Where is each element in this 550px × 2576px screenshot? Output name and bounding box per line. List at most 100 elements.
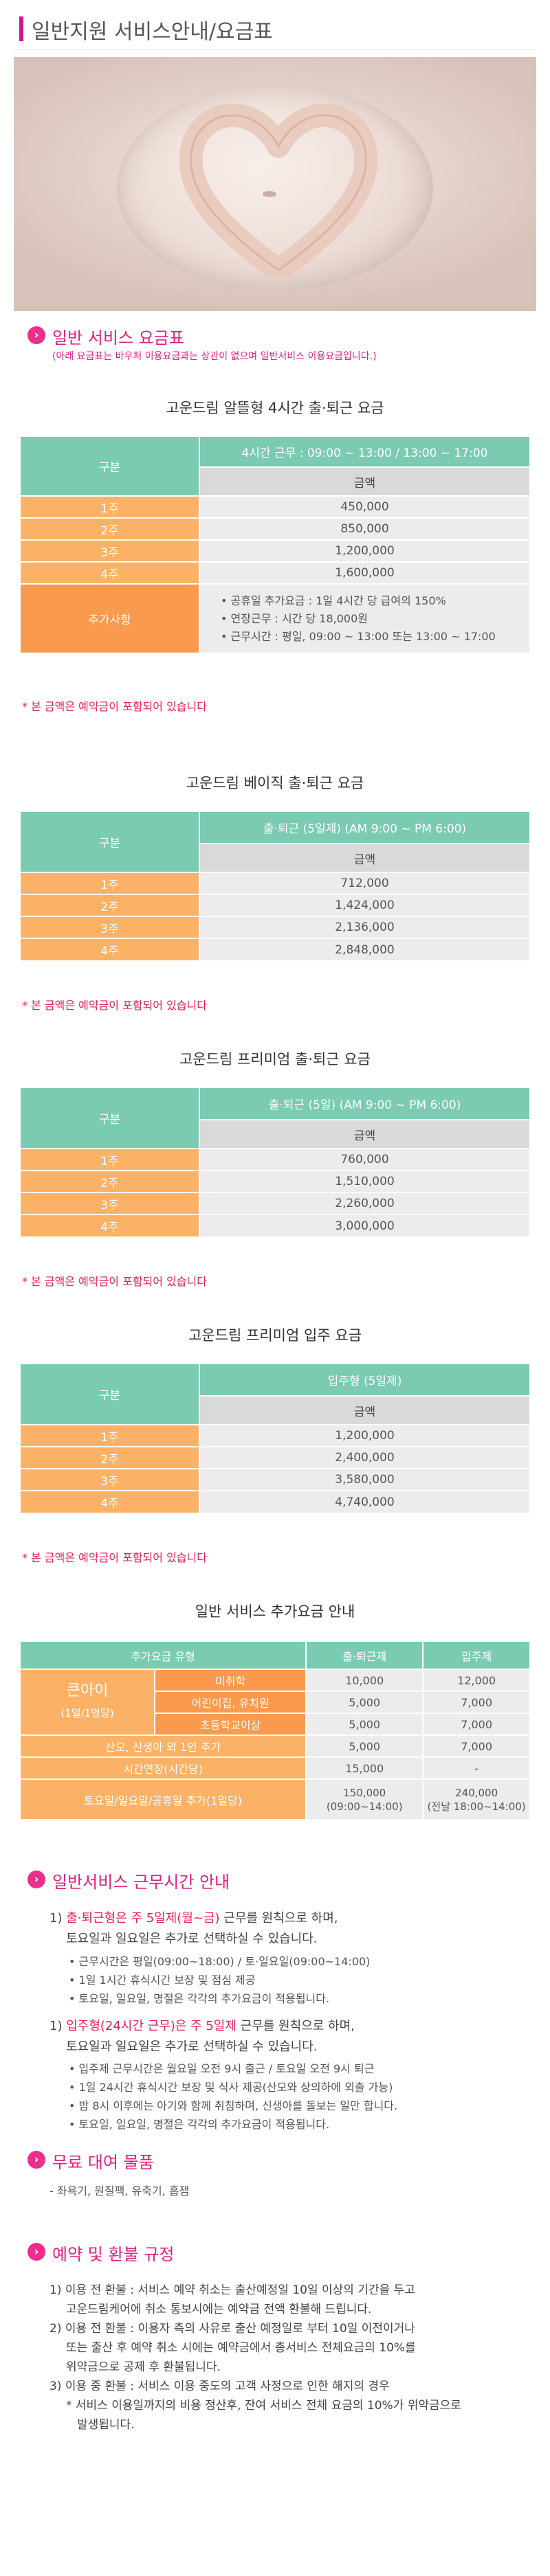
rental-section-header: › 무료 대여 물품 <box>28 2149 522 2176</box>
week-cell: 3주 <box>21 1193 200 1215</box>
commute-cell: 150,000 (09:00~14:00) <box>306 1779 424 1819</box>
hours-list-2: • 입주제 근무시간은 월요일 오전 9시 출근 / 토요일 오전 9시 퇴근 … <box>69 2059 543 2134</box>
group-label: 큰아이 <box>66 1682 109 1699</box>
live-cell: 7,000 <box>423 1691 529 1714</box>
amount-cell: 712,000 <box>199 872 529 895</box>
type-cell: 토요일/일요일/공휴일 추가(1일당) <box>21 1779 307 1819</box>
hours-paragraph-2: 1) 입주형(24시간 근무)은 주 5일제 근무를 원칙으로 하며, 토요일과… <box>50 2019 355 2054</box>
table1-title: 고운드림 알뜰형 4시간 출·퇴근 요금 <box>166 400 384 416</box>
table4-title: 고운드림 프리미엄 입주 요금 <box>188 1327 362 1344</box>
hours-paragraph-1: 1) 출·퇴근형은 주 5일제(월~금) 근무를 원칙으로 하며, 토요일과 일… <box>50 1911 338 1946</box>
refund-section-header: › 예약 및 환불 규정 <box>28 2241 522 2268</box>
table-header: 4시간 근무 : 09:00 ~ 13:00 / 13:00 ~ 17:00 <box>199 437 529 468</box>
section-heading: 일반 서비스 요금표 <box>52 328 184 348</box>
list-item: • 1일 24시간 휴식시간 보장 및 식사 제공(산모와 상의하에 외출 가능… <box>69 2081 393 2094</box>
week-cell: 3주 <box>21 540 200 563</box>
type-cell: 미취학 <box>155 1669 307 1692</box>
list-item: • 근무시간은 평일(09:00~18:00) / 토·일요일(09:00~14… <box>69 1955 371 1968</box>
amount-cell: 1,200,000 <box>199 1425 529 1447</box>
table3-note: * 본 금액은 예약금이 포함되어 있습니다 <box>22 1275 207 1288</box>
group-sub: (1일/1명당) <box>60 1707 114 1719</box>
week-cell: 2주 <box>21 1171 200 1193</box>
type-cell: 산모, 신생아 외 1인 추가 <box>21 1735 307 1758</box>
commute-cell: 15,000 <box>306 1757 424 1780</box>
type-cell: 초등학교이상 <box>155 1713 307 1736</box>
refund-line: 발생됩니다. <box>77 2418 135 2432</box>
week-cell: 1주 <box>21 1425 200 1447</box>
extra-item: • 공휴일 추가요금 : 1일 4시간 당 급여의 150% <box>221 594 446 607</box>
list-item: • 1일 1시간 휴식시간 보장 및 점심 제공 <box>69 1974 256 1987</box>
commute-cell: 5,000 <box>306 1691 424 1714</box>
type-cell: 시간연장(시간당) <box>21 1757 307 1780</box>
col-label: 구분 <box>21 1088 200 1149</box>
chevron-right-icon: › <box>28 2243 45 2261</box>
list-item: • 토요일, 일요일, 명절은 각각의 추가요금이 적용됩니다. <box>69 1992 330 2005</box>
amount-cell: 2,260,000 <box>199 1193 529 1215</box>
col-label: 구분 <box>21 1364 200 1425</box>
refund-line: 2) 이용 전 환불 : 이용자 측의 사유로 출산 예정일로 부터 10일 이… <box>50 2322 415 2336</box>
table2-note: * 본 금액은 예약금이 포함되어 있습니다 <box>22 999 207 1012</box>
refund-line: 3) 이용 중 환불 : 서비스 이용 중도의 고객 사정으로 인한 해지의 경… <box>50 2380 390 2393</box>
rental-items: - 좌욕기, 원질팩, 유축기, 흡잼 <box>50 2184 190 2197</box>
table4: 구분 입주형 (5일제) 금액 1주 1,200,000 2주 2,400,000 … <box>21 1364 529 1513</box>
refund-line: * 서비스 이용일까지의 비용 정산후, 잔여 서비스 전체 요금의 10%가 … <box>66 2399 461 2413</box>
col-commute: 출·퇴근제 <box>306 1642 424 1670</box>
extra-items: • 공휴일 추가요금 : 1일 4시간 당 급여의 150% • 연장근무 : … <box>199 584 529 653</box>
week-cell: 3주 <box>21 916 200 939</box>
commute-cell: 10,000 <box>306 1669 424 1692</box>
section-heading: 일반서비스 근무시간 안내 <box>52 1873 230 1892</box>
amount-cell: 2,848,000 <box>199 938 529 960</box>
week-cell: 4주 <box>21 938 200 960</box>
live-cell: - <box>423 1757 529 1780</box>
table5-title: 일반 서비스 추가요금 안내 <box>195 1603 355 1620</box>
live-cell: 7,000 <box>423 1735 529 1758</box>
amount-cell: 4,740,000 <box>199 1491 529 1513</box>
page-header: 일반지원 서비스안내/요금표 <box>14 8 536 49</box>
extra-item: • 근무시간 : 평일, 09:00 ~ 13:00 또는 13:00 ~ 17… <box>221 629 496 643</box>
title-accent-bar <box>19 16 23 41</box>
amount-cell: 3,580,000 <box>199 1469 529 1491</box>
week-cell: 2주 <box>21 518 200 541</box>
amount-cell: 3,000,000 <box>199 1214 529 1236</box>
hours-section-header: › 일반서비스 근무시간 안내 <box>28 1868 522 1896</box>
amount-cell: 1,600,000 <box>199 562 529 585</box>
amount-label: 금액 <box>199 1396 529 1425</box>
section-heading: 무료 대여 물품 <box>52 2153 154 2172</box>
extra-item: • 연장근무 : 시간 당 18,000원 <box>221 611 368 625</box>
navel <box>263 191 276 197</box>
amount-cell: 760,000 <box>199 1149 529 1171</box>
rates-section-header: › 일반 서비스 요금표 (아래 요금표는 바우처 이용요금과는 상관이 없으며… <box>28 324 522 367</box>
table-header: 출·퇴근 (5일) (AM 9:00 ~ PM 6:00) <box>199 1088 529 1120</box>
amount-cell: 1,424,000 <box>199 894 529 917</box>
chevron-right-icon: › <box>28 2151 45 2169</box>
refund-line: 고운드림케어에 취소 통보시에는 예약금 전액 환불해 드립니다. <box>66 2303 372 2316</box>
amount-label: 금액 <box>199 844 529 873</box>
col-label: 구분 <box>21 437 200 497</box>
week-cell: 1주 <box>21 1149 200 1171</box>
refund-line: 위약금으로 공제 후 환불됩니다. <box>66 2360 221 2374</box>
table3-title: 고운드림 프리미엄 출·퇴근 요금 <box>179 1051 371 1067</box>
amount-cell: 450,000 <box>199 496 529 519</box>
list-item: • 밤 8시 이후에는 아기와 함께 취침하며, 신생아를 돌보는 일만 합니다… <box>69 2099 398 2112</box>
table2: 구분 출·퇴근 (5일제) (AM 9:00 ~ PM 6:00) 금액 1주 7… <box>21 812 529 960</box>
group-cell: 큰아이 (1일/1명당) <box>21 1669 155 1736</box>
week-cell: 4주 <box>21 562 200 585</box>
list-item: • 토요일, 일요일, 명절은 각각의 추가요금이 적용됩니다. <box>69 2118 330 2131</box>
refund-line: 1) 이용 전 환불 : 서비스 예약 취소는 출산예정일 10일 이상의 기간… <box>50 2283 415 2297</box>
live-cell: 7,000 <box>423 1713 529 1736</box>
amount-label: 금액 <box>199 467 529 497</box>
table5: 추가요금 유형 출·퇴근제 입주제 큰아이 (1일/1명당) 미취학 10,00… <box>21 1642 529 1819</box>
table-header: 입주형 (5일제) <box>199 1364 529 1397</box>
hours-list-1: • 근무시간은 평일(09:00~18:00) / 토·일요일(09:00~14… <box>69 1952 536 2008</box>
extra-label: 추가사항 <box>21 584 200 653</box>
chevron-right-icon: › <box>28 326 45 344</box>
hero-image <box>14 57 536 311</box>
chevron-right-icon: › <box>28 1871 45 1888</box>
live-cell: 240,000 (전날 18:00~14:00) <box>423 1779 529 1819</box>
refund-line: 또는 출산 후 예약 취소 시에는 예약금에서 총서비스 전체요금의 10%를 <box>66 2341 416 2355</box>
col-type: 추가요금 유형 <box>21 1642 307 1670</box>
heart-hands-icon <box>179 103 378 277</box>
type-cell: 어린이집, 유치원 <box>155 1691 307 1714</box>
week-cell: 2주 <box>21 894 200 917</box>
table4-note: * 본 금액은 예약금이 포함되어 있습니다 <box>22 1551 207 1564</box>
